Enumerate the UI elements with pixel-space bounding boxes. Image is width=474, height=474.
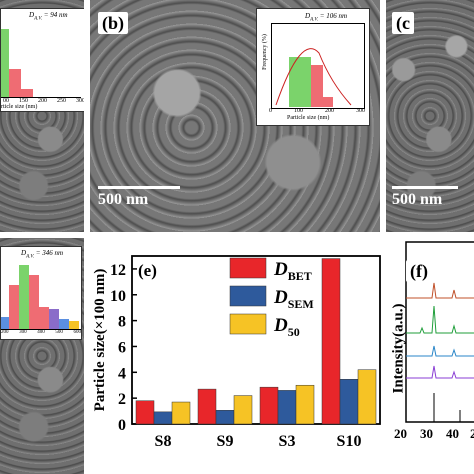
plot-frame [131, 255, 381, 425]
xrd-trace [406, 305, 474, 334]
bar [9, 69, 21, 97]
bar [1, 317, 9, 329]
bar [29, 275, 39, 329]
inset-xlabel-a: rticle size (nm) [1, 104, 38, 110]
sem-image-a: DA.V. = 94 nm 00 150 200 250 300 rticle size… [0, 0, 84, 232]
inset-ticks-b: 0 100 200 300 [269, 108, 365, 114]
bar [323, 97, 333, 107]
bar-sem [153, 411, 173, 425]
bar [289, 57, 301, 107]
sem-image-d: DA.V. = 346 nm 200 300 400 500 600 [0, 238, 84, 474]
x-tick: 20 [394, 426, 407, 441]
y-tick-label: 10 [110, 288, 126, 305]
inset-title-b: DA.V. = 106 nm [305, 12, 348, 23]
scale-bar-text: 500 nm [392, 191, 443, 208]
bar-sem [339, 379, 359, 425]
y-tick-label: 6 [118, 339, 126, 356]
inset-title-d: DA.V. = 346 nm [21, 249, 64, 260]
legend-swatch [229, 257, 267, 279]
inset-plot-frame [271, 23, 365, 109]
bar-sem [215, 410, 235, 425]
legend-label: DBET [273, 259, 312, 283]
histogram-inset-b: DA.V. = 106 nm Frequency (%) 0 100 200 300 … [256, 8, 370, 126]
panel-label-c: (c [392, 12, 414, 34]
scale-bar-c: 500 nm [392, 186, 458, 209]
x-tick-label: S8 [155, 433, 172, 450]
plot-frame [405, 241, 474, 423]
sem-image-c: (c 500 nm [386, 0, 474, 232]
scale-bar-line [392, 186, 458, 189]
bar-bet [259, 386, 279, 425]
x-tick-label: S10 [337, 433, 362, 450]
legend-swatch [229, 285, 267, 307]
scale-bar-b: 500 nm [98, 186, 180, 209]
xrd-plot [405, 241, 474, 423]
x-tick-label: S3 [279, 433, 296, 450]
bar [1, 29, 9, 97]
histogram-inset-d: DA.V. = 346 nm 200 300 400 500 600 [0, 246, 82, 340]
bar [39, 307, 49, 329]
sem-image-b: (b) DA.V. = 106 nm Frequency (%) 0 100 200… [90, 0, 380, 232]
y-tick-label: 0 [118, 417, 126, 434]
xrd-trace [406, 365, 474, 379]
bar [9, 285, 19, 329]
bar-sem [277, 390, 297, 425]
inset-ylabel-b: Frequency (%) [261, 34, 268, 70]
inset-axis-line [1, 329, 81, 330]
inset-ticks-d: 200 300 400 500 600 [1, 330, 81, 335]
x-tick: 30 [420, 426, 433, 441]
y-tick-label: 12 [110, 262, 126, 279]
bar [69, 321, 79, 329]
histogram-inset-a: DA.V. = 94 nm 00 150 200 250 300 rticle size… [0, 8, 84, 112]
scale-bar-line [98, 186, 180, 189]
bar-50 [295, 384, 315, 425]
chart-panel-e: 0 2 4 6 8 10 12 Particle size(×100 nm) S8 S9 S3 S10… [84, 238, 392, 474]
legend-label: DSEM [273, 287, 314, 311]
bar-50 [233, 395, 253, 425]
y-tick-label: 2 [118, 391, 126, 408]
panel-label-f: (f) [406, 260, 432, 282]
inset-xlabel-b: Particle size (nm) [287, 115, 330, 121]
inset-title-a: DA.V. = 94 nm [29, 11, 68, 22]
bar-bet [321, 258, 341, 425]
bar [59, 319, 69, 329]
bar [301, 57, 311, 107]
panel-label-e: (e) [138, 261, 157, 280]
bar [49, 309, 59, 329]
inset-axis-line [1, 97, 81, 98]
legend-label: D50 [273, 315, 300, 339]
bar-50 [357, 369, 377, 425]
y-axis-label: Particle size(×100 nm) [92, 269, 108, 412]
bar-50 [171, 401, 191, 425]
y-tick-label: 8 [118, 314, 126, 331]
x-tick: 2 [470, 426, 474, 441]
bar [21, 89, 33, 97]
bar [19, 265, 29, 329]
fit-curve [275, 48, 352, 106]
scale-bar-text: 500 nm [98, 191, 149, 208]
bar-bet [135, 400, 155, 425]
bar [311, 65, 323, 107]
legend-swatch [229, 313, 267, 335]
xrd-trace [406, 282, 474, 299]
panel-label-b: (b) [98, 12, 128, 34]
xrd-panel-f: (f) Intensity(a.u.) 20 30 40 2 [392, 238, 474, 474]
x-tick-label: S9 [217, 433, 234, 450]
y-axis-label: Intensity(a.u.) [392, 303, 407, 394]
inset-ticks-a: 00 150 200 250 300 [3, 98, 84, 104]
xrd-trace [406, 345, 474, 357]
y-tick-label: 4 [118, 365, 126, 382]
bar-bet [197, 388, 217, 425]
x-tick: 40 [446, 426, 459, 441]
